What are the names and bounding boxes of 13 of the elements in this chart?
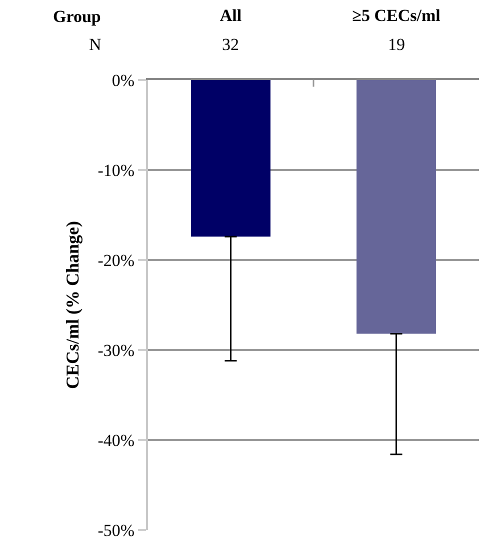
y-tick-label: -50%: [98, 520, 135, 540]
x-tick-label: All: [220, 6, 242, 26]
text: 32: [222, 35, 239, 54]
y-tick-label: -40%: [98, 430, 135, 450]
text: 19: [388, 35, 405, 54]
text: N: [89, 35, 102, 54]
x-tick-label: ≥5 CECs/ml: [352, 6, 441, 26]
y-tick-label: 0%: [112, 70, 135, 90]
y-tick-label: -20%: [98, 250, 135, 270]
y-tick-label: -30%: [98, 340, 135, 360]
y-axis-title: CECs/ml (% Change): [62, 220, 82, 390]
y-tick-label: -10%: [98, 160, 135, 180]
text: Group: [53, 7, 101, 26]
